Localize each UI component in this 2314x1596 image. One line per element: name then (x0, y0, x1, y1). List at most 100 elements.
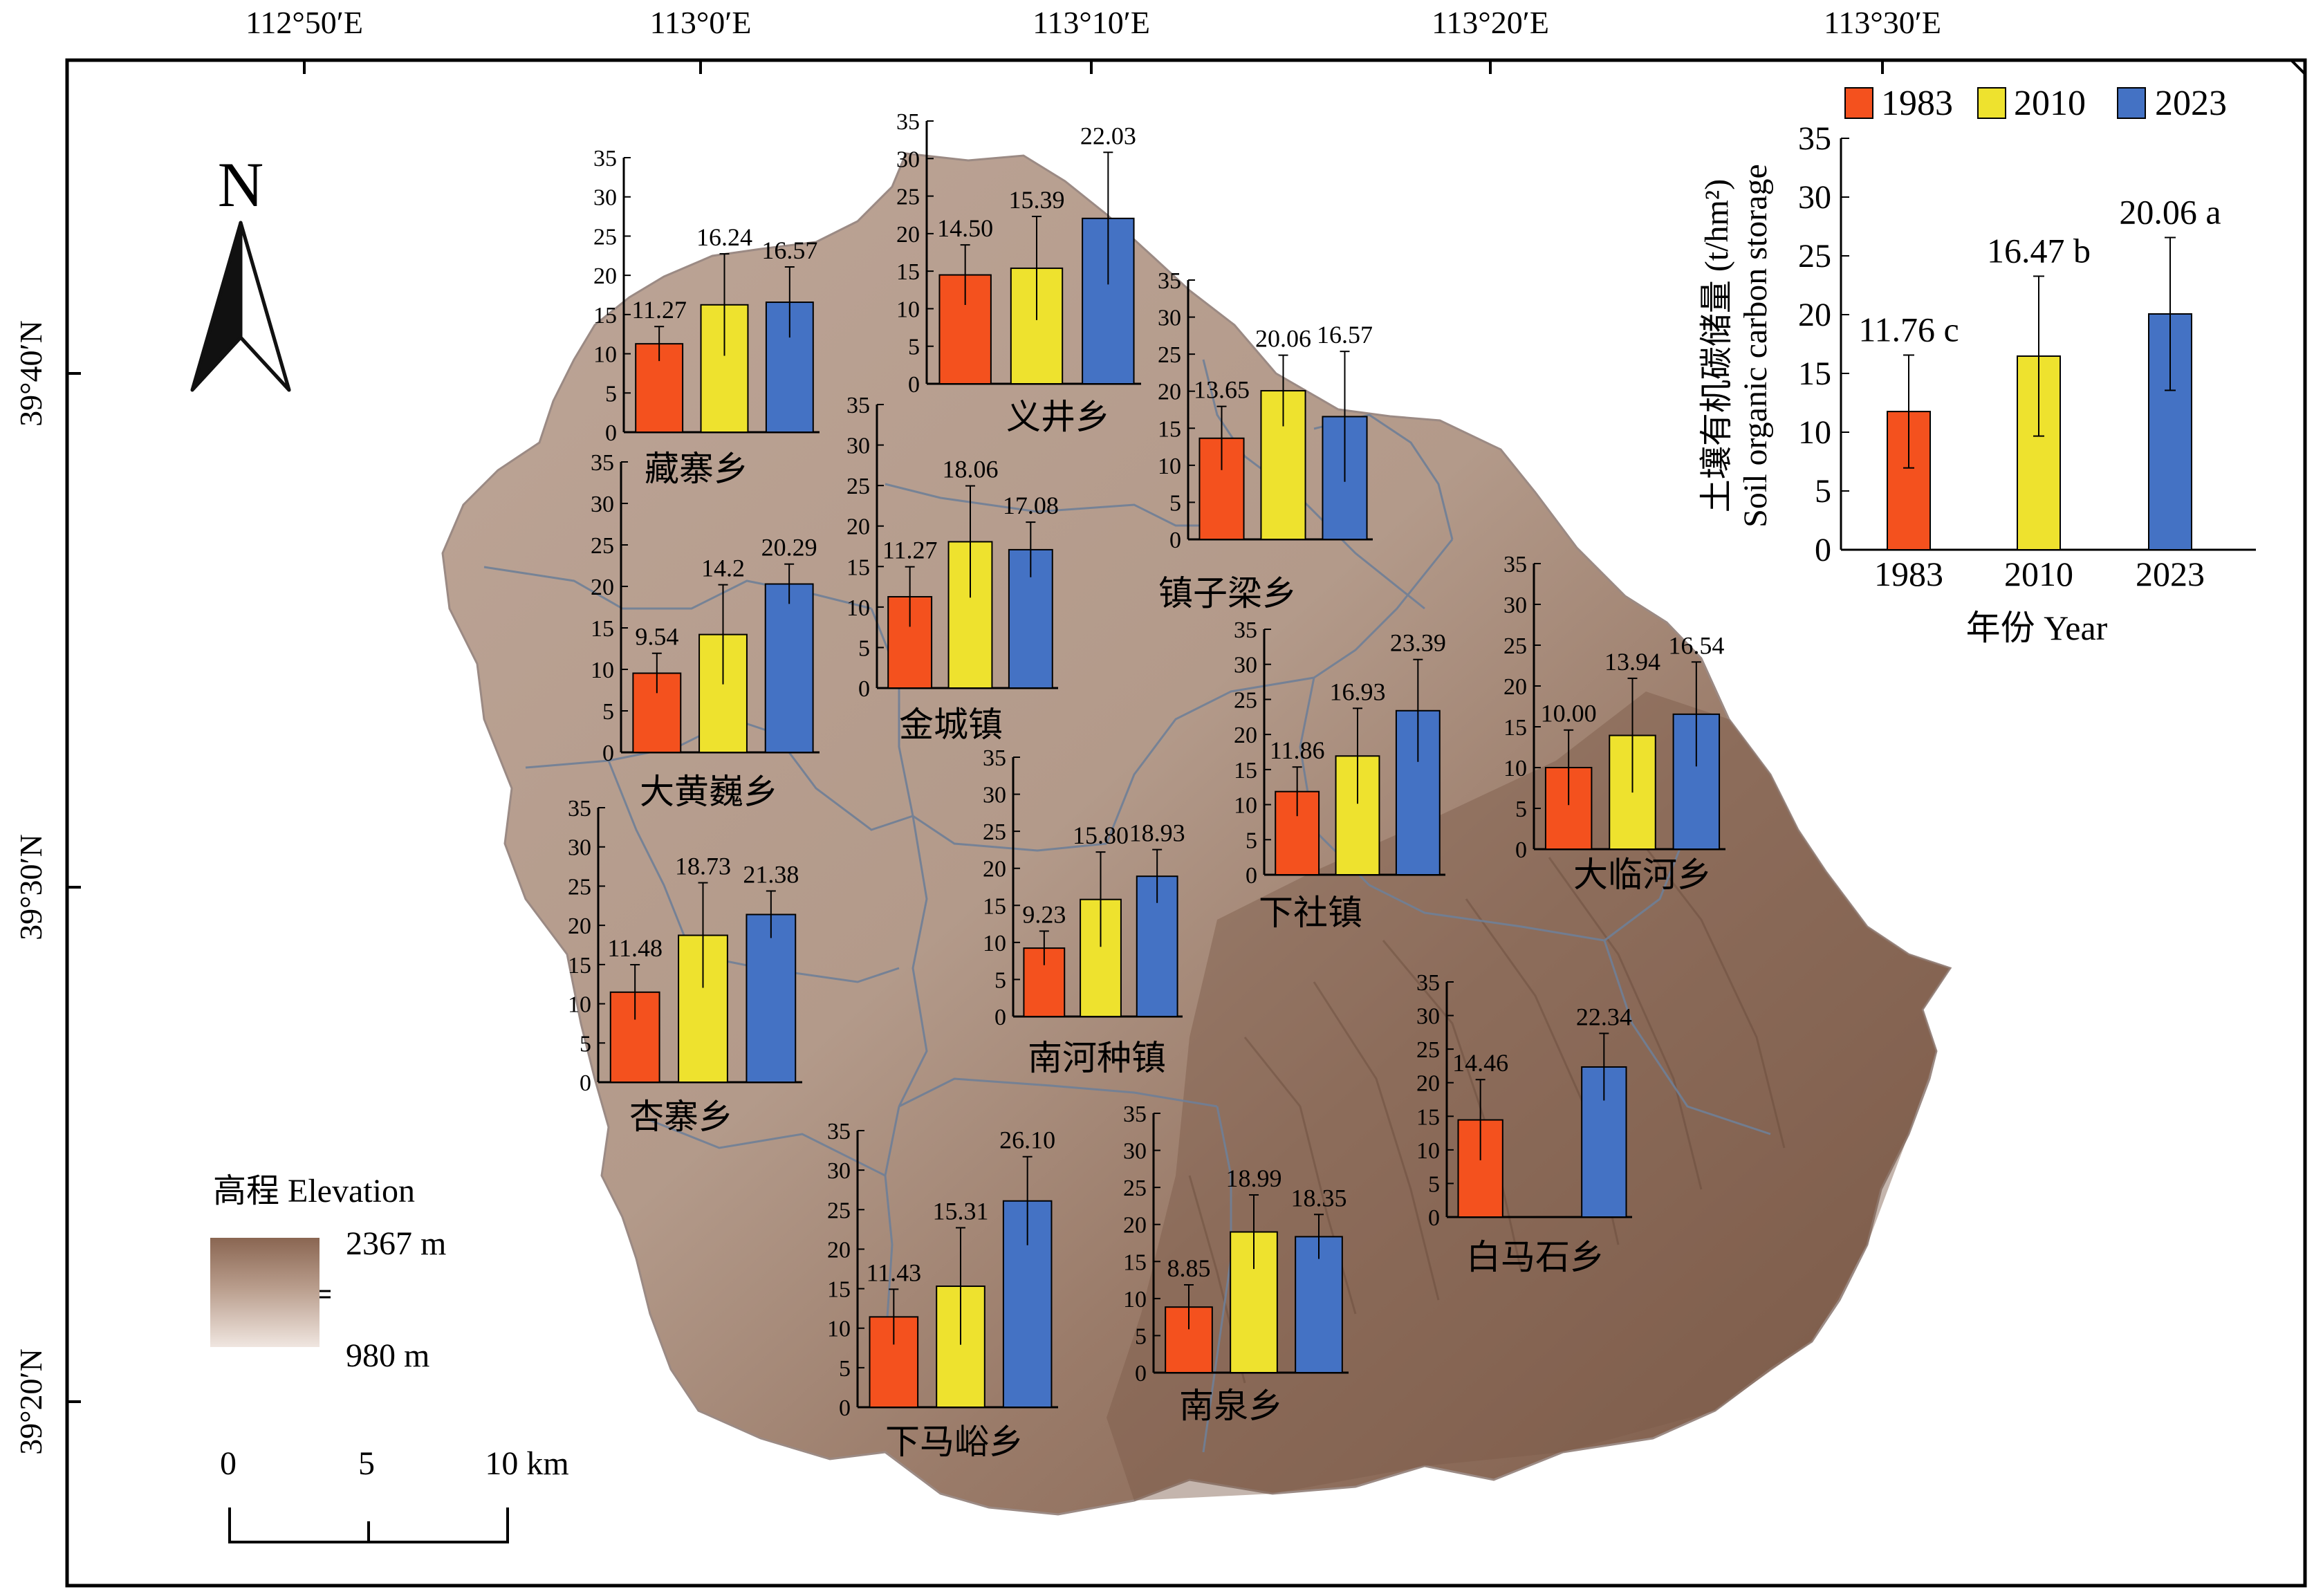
data-label: 11.48 (607, 934, 663, 962)
data-label: 23.39 (1390, 629, 1446, 657)
data-label: 17.08 (1003, 492, 1059, 519)
data-label: 18.93 (1129, 819, 1185, 847)
y-tick-label: 0 (839, 1395, 851, 1421)
y-tick-label: 35 (1503, 552, 1527, 577)
summary-x-tick-label: 2010 (2004, 555, 2073, 593)
y-tick-label: 10 (593, 342, 617, 368)
y-tick-label: 20 (827, 1237, 851, 1263)
y-tick-label: 15 (827, 1277, 851, 1303)
y-tick-label: 0 (1135, 1361, 1147, 1386)
y-tick-label: 25 (1234, 687, 1257, 713)
y-tick-label: 25 (1503, 633, 1527, 659)
y-tick-label: 0 (605, 420, 617, 446)
summary-data-label: 16.47 b (1987, 231, 2091, 270)
y-tick-label: 25 (1416, 1037, 1440, 1063)
y-tick-label: 5 (1428, 1171, 1440, 1197)
y-tick-label: 10 (1416, 1138, 1440, 1164)
township-name: 义井乡 (1006, 398, 1110, 436)
data-label: 16.57 (1317, 321, 1373, 349)
township-name: 南泉乡 (1179, 1386, 1283, 1425)
y-tick-label: 20 (896, 222, 920, 248)
y-tick-label: 25 (591, 533, 614, 559)
y-tick-label: 15 (1123, 1250, 1147, 1275)
y-tick-label: 5 (994, 967, 1006, 993)
data-label: 22.03 (1080, 122, 1136, 149)
data-label: 8.85 (1167, 1254, 1211, 1282)
summary-y-tick-label: 35 (1798, 120, 1831, 157)
township-boundaries (483, 359, 1771, 1453)
y-tick-label: 0 (994, 1005, 1006, 1030)
summary-y-label-cn: 土壤有机碳储量 (t/hm²) (1699, 179, 1735, 512)
legend-swatch-2010 (1977, 87, 2006, 119)
summary-y-tick-label: 10 (1798, 414, 1831, 451)
township-chart: 0 5 10 15 20 25 30 35 10.00 13.94 16.54 大临河乡 (1503, 552, 1725, 894)
bar-2023 (764, 583, 814, 754)
y-tick-label: 15 (983, 893, 1006, 919)
data-label: 13.65 (1194, 376, 1250, 404)
data-label: 14.50 (937, 214, 993, 242)
y-tick-label: 30 (593, 185, 617, 211)
y-tick-label: 20 (1416, 1071, 1440, 1097)
scale-label: 5 (358, 1445, 375, 1482)
y-tick-label: 0 (580, 1070, 591, 1096)
data-label: 11.43 (866, 1259, 921, 1286)
scale-label: 10 km (485, 1445, 568, 1482)
township-chart: 0 5 10 15 20 25 30 35 14.50 15.39 22.03 义井乡 (896, 109, 1141, 436)
y-tick-label: 10 (591, 658, 614, 683)
y-tick-label: 35 (568, 796, 591, 822)
summary-y-tick-label: 0 (1815, 532, 1831, 568)
y-tick-label: 15 (593, 303, 617, 328)
y-tick-label: 35 (1123, 1102, 1147, 1127)
coordinate-labels: 112°50′E 113°0′E 113°10′E 113°20′E 113°3… (13, 5, 1941, 1455)
y-tick-label: 15 (1234, 758, 1257, 783)
lon-label: 113°0′E (650, 5, 752, 40)
lon-label: 113°30′E (1824, 5, 1941, 40)
legend-swatch-1983 (1844, 87, 1873, 119)
y-tick-label: 30 (827, 1158, 851, 1184)
y-tick-label: 5 (1246, 828, 1257, 853)
summary-x-tick-label: 1983 (1874, 555, 1943, 593)
y-tick-label: 5 (605, 381, 617, 407)
scale-bar: 0 5 10 km (220, 1445, 569, 1543)
township-name: 大黄巍乡 (640, 772, 778, 811)
y-tick-label: 30 (1158, 306, 1181, 331)
y-tick-label: 10 (1234, 793, 1257, 819)
y-tick-label: 35 (827, 1119, 851, 1144)
data-label: 13.94 (1604, 648, 1660, 676)
summary-y-tick-label: 15 (1798, 355, 1831, 392)
township-chart: 0 5 10 15 20 25 30 35 8.85 18.99 18.35 南泉乡 (1123, 1102, 1349, 1425)
county-terrain (441, 152, 1952, 1516)
township-name: 金城镇 (899, 705, 1003, 744)
y-tick-label: 10 (827, 1317, 851, 1342)
y-tick-label: 0 (1169, 528, 1181, 553)
data-label: 11.86 (1270, 736, 1325, 764)
y-tick-label: 30 (1234, 653, 1257, 678)
township-chart: 0 5 10 15 20 25 30 35 9.54 14.2 20.29 大黄巍乡 (591, 450, 820, 811)
township-name: 大临河乡 (1573, 855, 1712, 894)
summary-x-label: 年份 Year (1966, 609, 2108, 647)
legend-label-2023: 2023 (2155, 84, 2227, 123)
legend-swatch-2023 (2117, 87, 2146, 119)
ridge-lines (1188, 829, 1786, 1384)
data-label: 20.29 (761, 534, 817, 562)
township-chart: 0 5 10 15 20 25 30 35 11.43 15.31 26.10 下马峪乡 (827, 1119, 1058, 1461)
y-tick-label: 0 (908, 372, 920, 398)
scale-label: 0 (220, 1445, 237, 1482)
y-tick-label: 0 (1428, 1205, 1440, 1231)
data-label: 16.93 (1330, 678, 1386, 705)
data-label: 15.31 (933, 1197, 989, 1225)
y-tick-label: 15 (568, 953, 591, 978)
township-chart: 0 5 10 15 20 25 30 35 11.48 18.73 21.38 杏寨乡 (568, 796, 802, 1136)
data-label: 18.35 (1291, 1184, 1347, 1212)
lon-label: 112°50′E (246, 5, 363, 40)
elevation-legend: 高程 Elevation 2367 m 980 m (210, 1173, 446, 1374)
township-name: 镇子梁乡 (1158, 574, 1297, 613)
township-chart: 0 5 10 15 20 25 30 35 14.46 22.34 白马石乡 (1416, 970, 1632, 1277)
township-name: 杏寨乡 (629, 1097, 733, 1136)
y-tick-label: 30 (846, 434, 870, 459)
data-label: 18.99 (1226, 1164, 1282, 1192)
lat-label: 39°40′N (13, 320, 48, 427)
data-label: 18.06 (943, 456, 999, 483)
